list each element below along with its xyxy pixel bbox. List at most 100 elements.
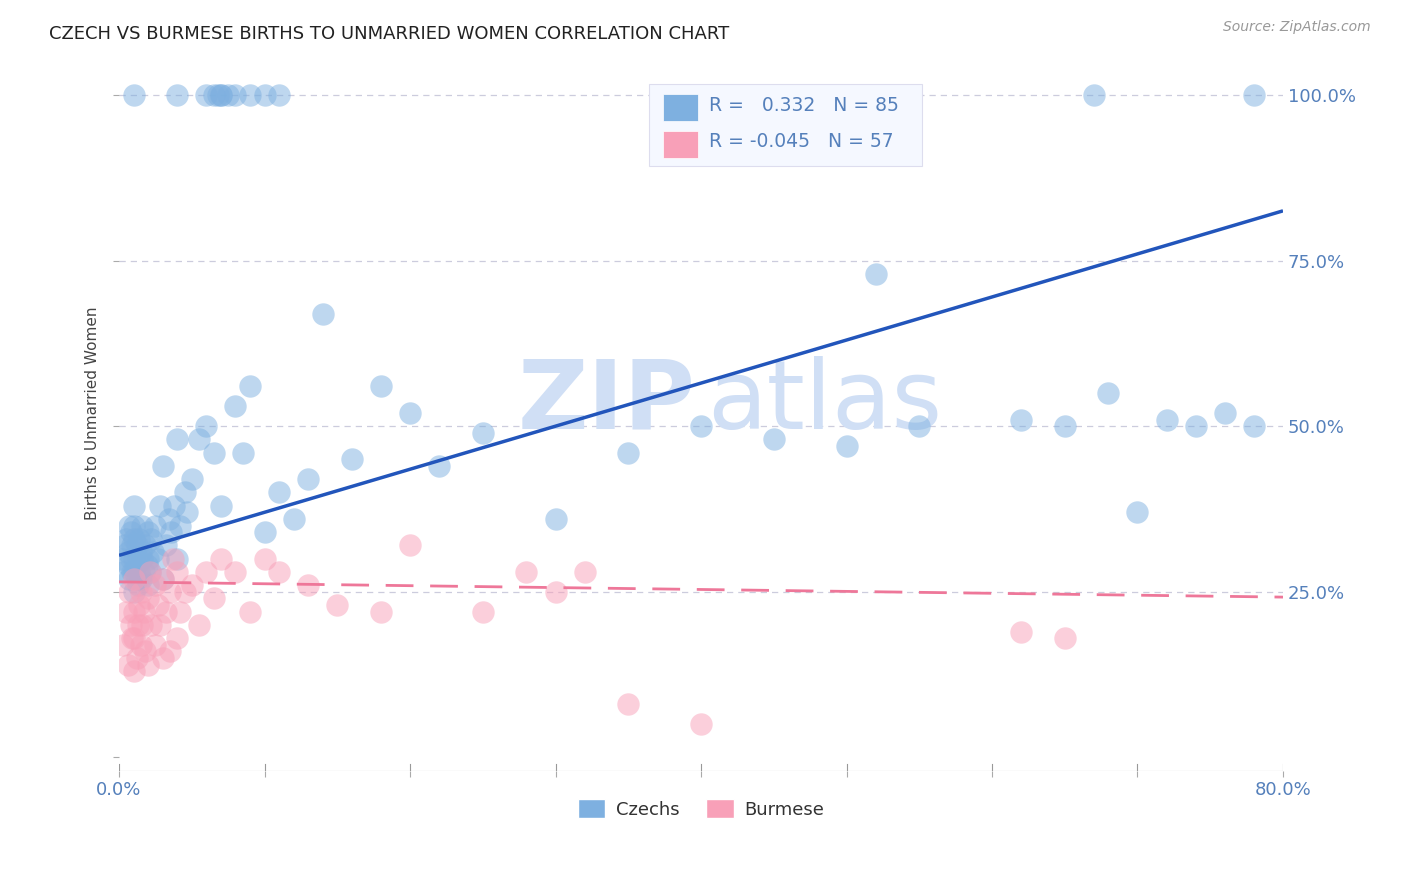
Point [127,618,149,632]
Point [122,584,145,599]
Point [125,538,148,552]
Point [617,698,640,712]
Point [120,525,142,540]
Point [297,472,319,486]
Point [127,578,149,592]
Point [544,584,567,599]
Point [128,532,150,546]
Point [188,433,211,447]
Point [166,551,188,566]
Point [120,551,142,566]
Point [1126,505,1149,519]
Point [155,605,177,619]
Point [370,379,392,393]
Point [155,538,177,552]
Point [195,419,218,434]
Point [173,584,195,599]
Point [120,618,142,632]
Point [152,572,174,586]
Point [117,545,139,559]
Point [122,665,145,679]
Point [312,306,335,320]
Point [127,551,149,566]
Point [239,605,262,619]
Point [122,572,145,586]
Point [121,538,143,552]
Point [138,565,160,579]
Text: atlas: atlas [707,356,942,449]
Point [253,551,276,566]
Point [1243,419,1265,434]
Point [128,565,150,579]
Point [471,605,494,619]
Point [136,591,159,606]
Point [152,572,174,586]
Point [269,565,291,579]
Point [160,525,183,540]
Point [125,651,148,665]
Point [269,87,291,102]
Point [1213,406,1236,420]
Point [202,87,225,102]
Point [152,651,174,665]
Point [122,499,145,513]
Point [209,499,232,513]
Point [180,578,202,592]
Point [141,545,163,559]
Point [118,518,141,533]
Point [835,439,858,453]
Point [253,525,276,540]
Point [159,584,181,599]
Point [159,644,181,658]
FancyBboxPatch shape [662,130,697,158]
Text: CZECH VS BURMESE BIRTHS TO UNMARRIED WOMEN CORRELATION CHART: CZECH VS BURMESE BIRTHS TO UNMARRIED WOM… [49,25,730,43]
Point [1184,419,1206,434]
Point [1053,419,1076,434]
Point [427,458,450,473]
Point [166,433,188,447]
Point [617,445,640,459]
Point [152,458,174,473]
Point [253,87,276,102]
Point [112,565,135,579]
Point [114,538,136,552]
Point [132,605,155,619]
Point [145,638,167,652]
Point [399,538,422,552]
Point [129,638,152,652]
Point [139,618,162,632]
Point [162,551,184,566]
Point [370,605,392,619]
Point [806,87,828,102]
Point [166,631,188,645]
Point [1053,631,1076,645]
Point [157,512,180,526]
Point [145,578,167,592]
Point [129,572,152,586]
Point [136,657,159,672]
Point [209,551,232,566]
Point [326,598,349,612]
Point [122,518,145,533]
Point [117,558,139,573]
Point [209,87,232,102]
Point [121,565,143,579]
Point [128,598,150,612]
Point [131,518,153,533]
Point [166,87,188,102]
Point [1243,87,1265,102]
Point [544,512,567,526]
Point [340,452,363,467]
Point [176,505,198,519]
FancyBboxPatch shape [662,94,697,120]
Point [224,565,246,579]
Point [471,425,494,440]
Point [122,605,145,619]
Text: R =   0.332   N = 85: R = 0.332 N = 85 [709,95,898,115]
Point [138,565,160,579]
Point [129,584,152,599]
Point [1010,624,1032,639]
Point [574,565,596,579]
Point [163,499,186,513]
Point [122,565,145,579]
